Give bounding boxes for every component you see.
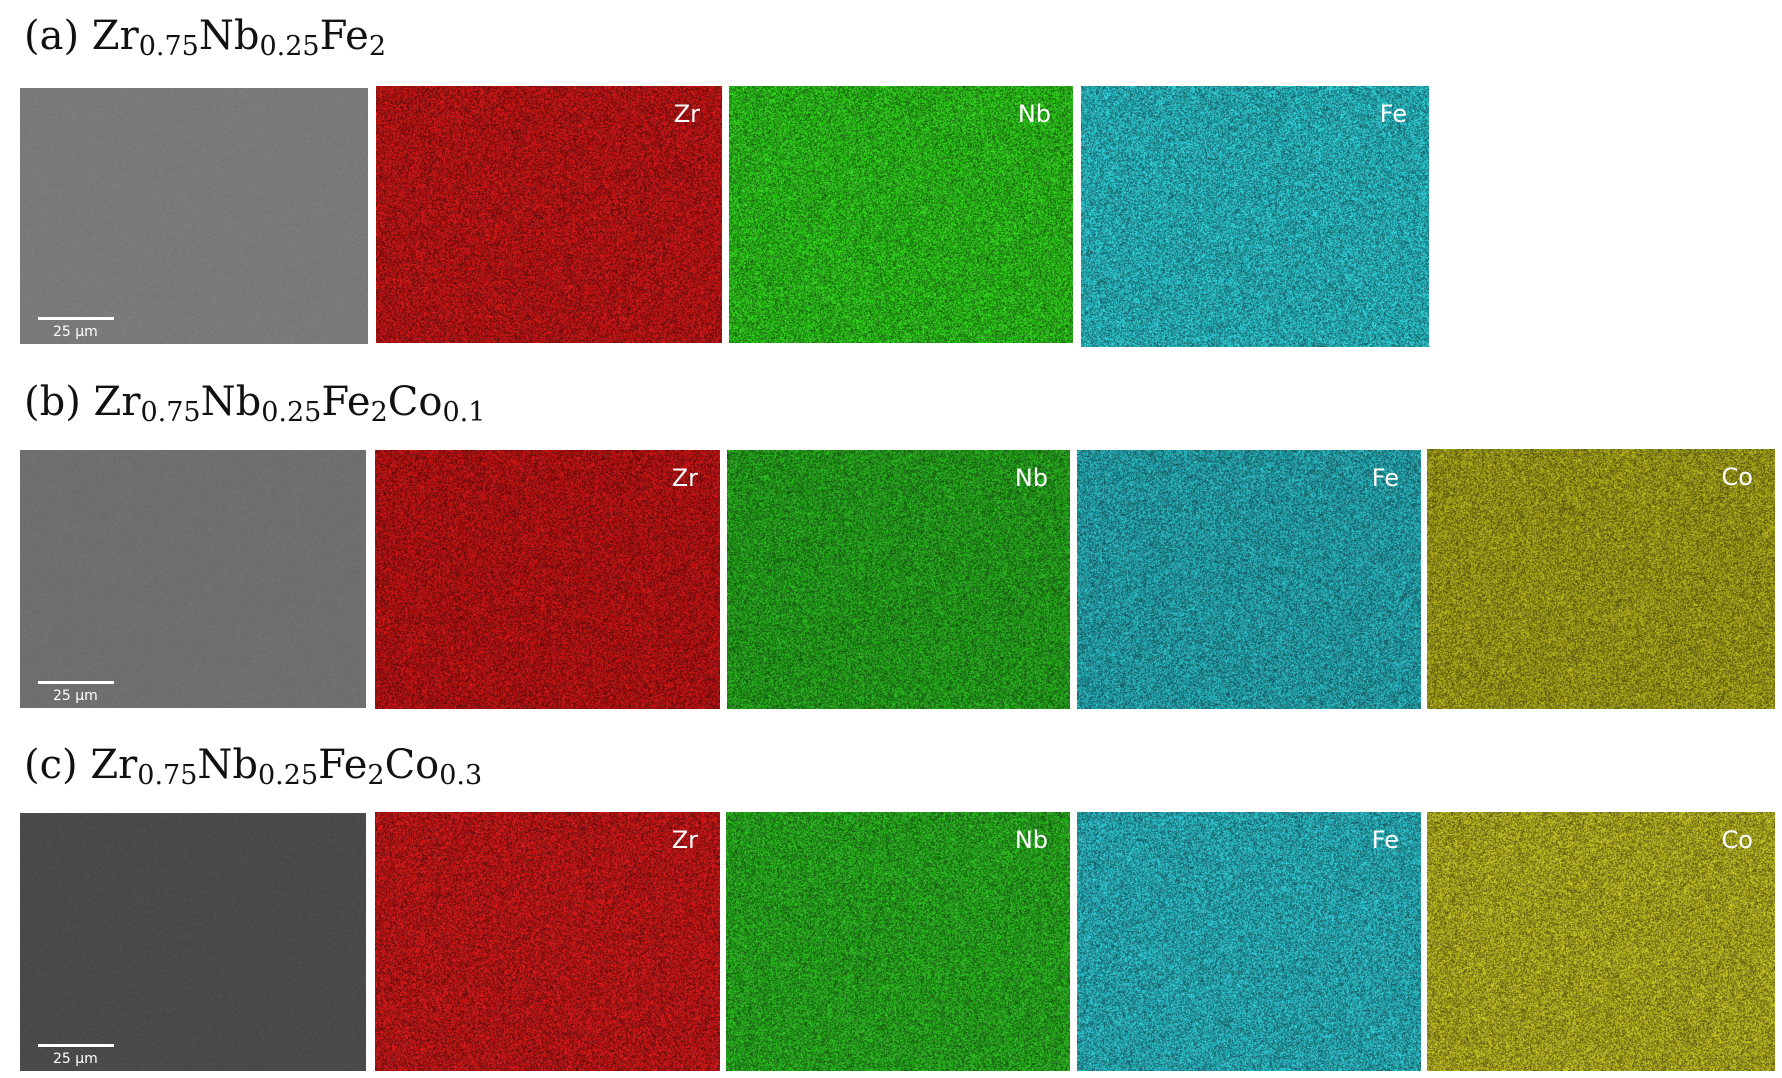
map-c-fe: Fe bbox=[1077, 812, 1421, 1071]
element-label: Zr bbox=[671, 826, 698, 854]
row-a-label: (a) bbox=[24, 13, 80, 59]
row-c-formula: Zr0.75Nb0.25Fe2Co0.3 bbox=[90, 742, 483, 791]
map-a-zr: Zr bbox=[376, 86, 722, 343]
row-a-title: (a) Zr0.75Nb0.25Fe2 bbox=[24, 13, 386, 62]
sem-image-b: 25 μm bbox=[20, 450, 366, 708]
row-b-title: (b) Zr0.75Nb0.25Fe2Co0.1 bbox=[24, 379, 486, 428]
row-a-formula: Zr0.75Nb0.25Fe2 bbox=[91, 13, 386, 62]
map-a-nb: Nb bbox=[729, 86, 1073, 343]
sem-image-c: 25 μm bbox=[20, 813, 366, 1071]
scale-bar bbox=[38, 317, 114, 320]
row-b-label: (b) bbox=[24, 379, 81, 425]
element-label: Co bbox=[1721, 463, 1753, 491]
sem-image-a: 25 μm bbox=[20, 88, 368, 344]
element-label: Fe bbox=[1371, 826, 1399, 854]
element-label: Co bbox=[1721, 826, 1753, 854]
map-a-fe: Fe bbox=[1081, 86, 1429, 347]
scale-bar bbox=[38, 1044, 114, 1047]
scale-bar-label: 25 μm bbox=[53, 1051, 98, 1067]
row-c-label: (c) bbox=[24, 742, 78, 788]
scale-bar-label: 25 μm bbox=[53, 688, 98, 704]
map-b-nb: Nb bbox=[727, 450, 1070, 709]
scale-bar-label: 25 μm bbox=[53, 324, 98, 340]
map-b-co: Co bbox=[1427, 449, 1775, 709]
element-label: Nb bbox=[1014, 464, 1048, 492]
row-b-formula: Zr0.75Nb0.25Fe2Co0.1 bbox=[93, 379, 486, 428]
map-c-zr: Zr bbox=[375, 812, 720, 1071]
row-c-title: (c) Zr0.75Nb0.25Fe2Co0.3 bbox=[24, 742, 483, 791]
element-label: Nb bbox=[1017, 100, 1051, 128]
map-c-nb: Nb bbox=[726, 812, 1070, 1071]
element-label: Fe bbox=[1379, 100, 1407, 128]
map-b-fe: Fe bbox=[1077, 450, 1421, 709]
element-label: Zr bbox=[671, 464, 698, 492]
scale-bar bbox=[38, 681, 114, 684]
element-label: Nb bbox=[1014, 826, 1048, 854]
map-c-co: Co bbox=[1427, 812, 1775, 1071]
element-label: Zr bbox=[673, 100, 700, 128]
map-b-zr: Zr bbox=[375, 450, 720, 709]
element-label: Fe bbox=[1371, 464, 1399, 492]
